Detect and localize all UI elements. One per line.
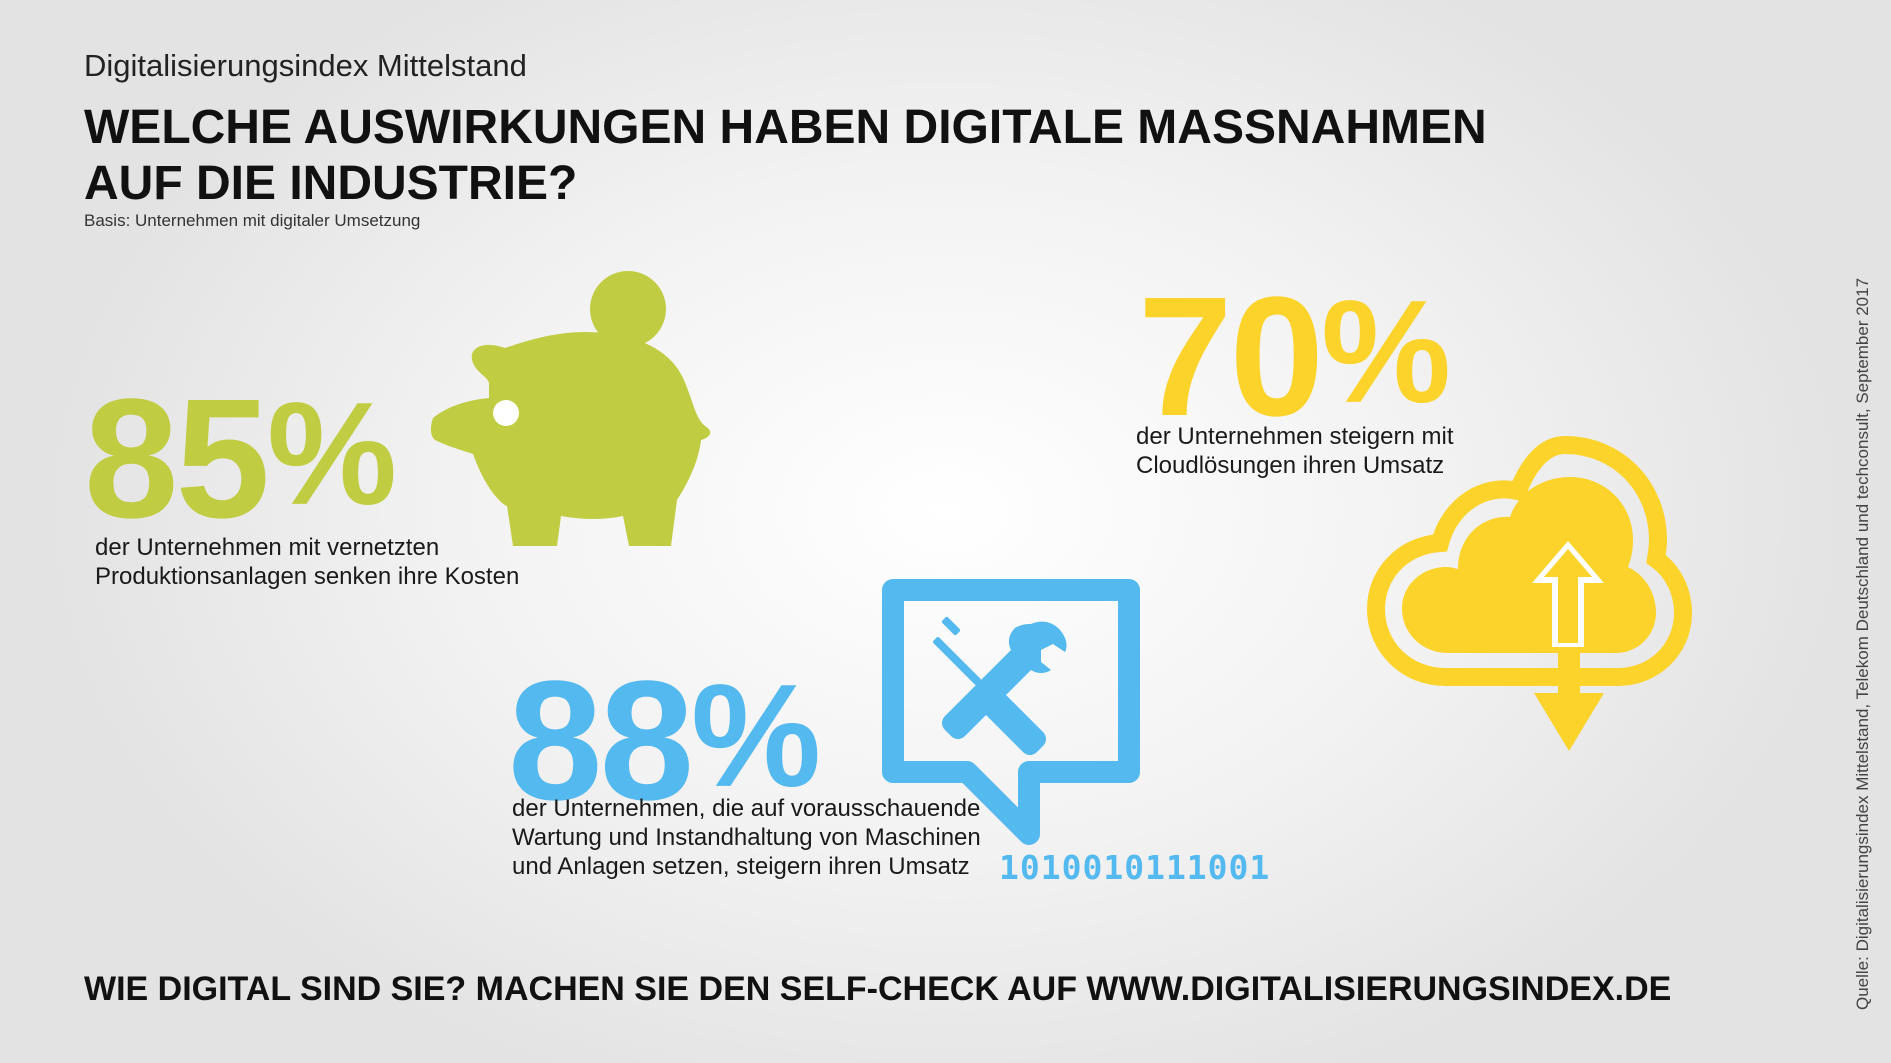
stat-88-desc-line-3: und Anlagen setzen, steigern ihren Umsat… <box>512 853 970 880</box>
stat-70-value: 70% <box>1138 269 1451 442</box>
stat-88-description: der Unternehmen, die auf vorausschauende… <box>512 794 981 881</box>
stat-70-description: der Unternehmen steigern mit Cloudlösung… <box>1136 422 1453 480</box>
stat-70-desc-line-2: Cloudlösungen ihren Umsatz <box>1136 452 1445 479</box>
stat-88-percent-sign: % <box>691 653 821 817</box>
page-title-line-1: WELCHE AUSWIRKUNGEN HABEN DIGITALE MASSN… <box>84 101 1487 154</box>
stat-85-value: 85% <box>84 371 397 544</box>
cloud-upload-download-icon <box>1366 435 1693 751</box>
stat-88-desc-line-2: Wartung und Instandhaltung von Maschinen <box>512 824 981 851</box>
stat-88-desc-line-1: der Unternehmen, die auf vorausschauende <box>512 795 981 822</box>
binary-code-text: 1010010111001 <box>999 848 1271 887</box>
stat-85-description: der Unternehmen mit vernetzten Produktio… <box>95 533 519 591</box>
stat-70-desc-line-1: der Unternehmen steigern mit <box>1136 423 1454 450</box>
stat-85-number: 85 <box>84 364 270 554</box>
monitor-tools-icon <box>882 579 1140 845</box>
basis-note: Basis: Unternehmen mit digitaler Umsetzu… <box>84 211 421 230</box>
stat-70-number: 70 <box>1138 262 1324 452</box>
stat-85-desc-line-1: der Unternehmen mit vernetzten <box>95 534 440 561</box>
source-note: Quelle: Digitalisierungsindex Mittelstan… <box>1853 277 1872 1010</box>
page-title-line-2: AUF DIE INDUSTRIE? <box>84 157 578 210</box>
stat-85-percent-sign: % <box>267 371 397 535</box>
stat-88-value: 88% <box>508 653 821 826</box>
stat-70-percent-sign: % <box>1321 269 1451 433</box>
stat-85-desc-line-2: Produktionsanlagen senken ihre Kosten <box>95 563 520 590</box>
piggy-bank-icon <box>430 271 711 546</box>
page-title: WELCHE AUSWIRKUNGEN HABEN DIGITALE MASSN… <box>84 100 1504 212</box>
stat-88-number: 88 <box>508 646 694 836</box>
self-check-cta: WIE DIGITAL SIND SIE? MACHEN SIE DEN SEL… <box>84 970 1672 1008</box>
subtitle: Digitalisierungsindex Mittelstand <box>84 48 527 83</box>
